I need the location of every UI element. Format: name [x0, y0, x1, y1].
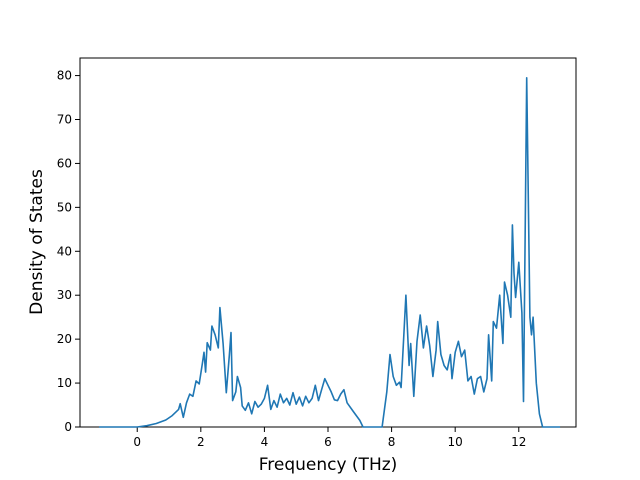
x-tick-label: 6	[324, 435, 332, 449]
y-tick-label: 30	[57, 288, 72, 302]
series-line	[99, 77, 561, 428]
y-tick-label: 60	[57, 156, 72, 170]
y-tick-label: 50	[57, 200, 72, 214]
y-tick-label: 70	[57, 113, 72, 127]
x-tick-label: 10	[448, 435, 463, 449]
x-tick-label: 8	[388, 435, 396, 449]
y-tick-label: 80	[57, 69, 72, 83]
y-tick-label: 0	[64, 420, 72, 434]
y-axis-title: Density of States	[27, 169, 47, 315]
y-axis: 0 10 20 30 40 50 60 70 80	[57, 69, 80, 434]
x-axis: 0 2 4 6 8 10 12	[133, 427, 526, 449]
x-tick-label: 2	[197, 435, 205, 449]
x-tick-label: 0	[133, 435, 141, 449]
y-tick-label: 20	[57, 332, 72, 346]
x-axis-title: Frequency (THz)	[259, 455, 398, 475]
plot-frame	[79, 57, 577, 428]
x-tick-label: 12	[511, 435, 526, 449]
y-tick-label: 10	[57, 376, 72, 390]
x-tick-label: 4	[261, 435, 269, 449]
y-tick-label: 40	[57, 244, 72, 258]
